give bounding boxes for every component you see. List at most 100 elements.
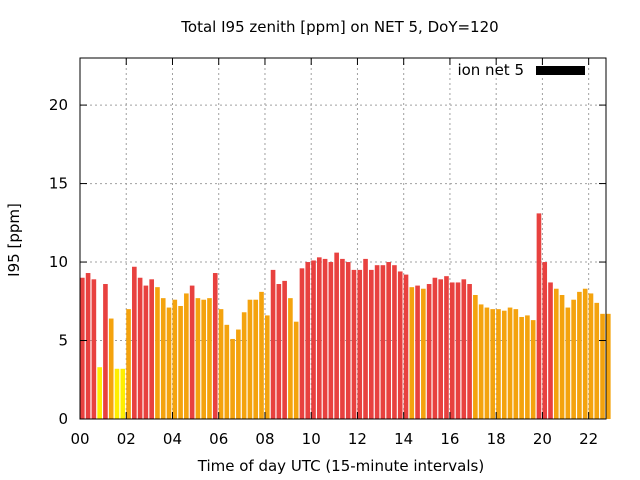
bar — [248, 300, 253, 419]
bar — [409, 287, 414, 419]
bar — [548, 282, 553, 419]
bar — [531, 320, 536, 419]
bar — [132, 267, 137, 419]
bar — [329, 262, 334, 419]
bar — [172, 300, 177, 419]
bar — [467, 284, 472, 419]
bar — [381, 265, 386, 419]
bar — [392, 265, 397, 419]
legend-label: ion net 5 — [457, 61, 524, 79]
bar — [352, 270, 357, 419]
chart-title: Total I95 zenith [ppm] on NET 5, DoY=120 — [180, 18, 498, 36]
bar — [438, 279, 443, 419]
bar — [334, 253, 339, 419]
bar — [479, 304, 484, 419]
bar — [294, 322, 299, 419]
bar — [560, 295, 565, 419]
bar — [178, 306, 183, 419]
bar — [508, 308, 513, 419]
y-tick-label: 15 — [49, 175, 68, 193]
bar — [161, 298, 166, 419]
x-tick-label: 08 — [255, 430, 274, 448]
bar — [282, 281, 287, 419]
bar — [346, 262, 351, 419]
x-tick-label: 12 — [348, 430, 367, 448]
bar — [92, 279, 97, 419]
bars — [80, 213, 611, 419]
bar — [386, 262, 391, 419]
bar — [537, 213, 542, 419]
bar — [213, 273, 218, 419]
bar — [155, 287, 160, 419]
x-tick-label: 06 — [209, 430, 228, 448]
bar — [600, 314, 605, 419]
bar — [427, 284, 432, 419]
x-axis-label: Time of day UTC (15-minute intervals) — [197, 457, 484, 475]
bar — [589, 293, 594, 419]
x-tick-label: 10 — [302, 430, 321, 448]
bar — [554, 289, 559, 419]
bar — [456, 282, 461, 419]
bar — [323, 259, 328, 419]
bar — [566, 308, 571, 419]
bar — [311, 260, 316, 419]
y-tick-label: 5 — [58, 332, 68, 350]
bar — [120, 369, 125, 419]
bar — [519, 317, 524, 419]
bar — [496, 309, 501, 419]
bar — [375, 265, 380, 419]
bar — [271, 270, 276, 419]
legend: ion net 5 — [457, 61, 585, 79]
bar — [404, 275, 409, 419]
bar — [126, 309, 131, 419]
bar — [450, 282, 455, 419]
bar — [369, 270, 374, 419]
bar — [300, 268, 305, 419]
y-tick-label: 10 — [49, 253, 68, 271]
bar — [444, 276, 449, 419]
bar — [167, 308, 172, 419]
bar — [242, 312, 247, 419]
bar — [207, 298, 212, 419]
bar — [225, 325, 230, 419]
bar — [265, 315, 270, 419]
bar — [253, 300, 258, 419]
bar — [571, 300, 576, 419]
bar — [398, 271, 403, 419]
bar — [317, 257, 322, 419]
bar — [86, 273, 91, 419]
bar — [542, 262, 547, 419]
bar — [461, 279, 466, 419]
bar — [433, 278, 438, 419]
x-tick-label: 04 — [163, 430, 182, 448]
bar — [525, 315, 530, 419]
bar — [277, 284, 282, 419]
bar — [473, 295, 478, 419]
x-tick-label: 22 — [579, 430, 598, 448]
bar — [149, 279, 154, 419]
bar — [109, 319, 114, 419]
bar — [144, 286, 149, 419]
bar — [502, 311, 507, 419]
bar — [184, 293, 189, 419]
x-tick-label: 20 — [533, 430, 552, 448]
x-tick-label: 16 — [440, 430, 459, 448]
bar — [514, 309, 519, 419]
bar — [363, 259, 368, 419]
bar — [288, 298, 293, 419]
x-tick-label: 14 — [394, 430, 413, 448]
bar — [80, 278, 85, 419]
bar — [485, 308, 490, 419]
bar — [190, 286, 195, 419]
x-tick-label: 02 — [117, 430, 136, 448]
bar — [259, 292, 264, 419]
bar — [577, 292, 582, 419]
bar — [97, 367, 102, 419]
x-tick-label: 18 — [487, 430, 506, 448]
bar — [115, 369, 120, 419]
y-axis-label: I95 [ppm] — [5, 203, 23, 277]
bar — [594, 303, 599, 419]
y-tick-label: 20 — [49, 96, 68, 114]
legend-swatch — [536, 66, 585, 75]
